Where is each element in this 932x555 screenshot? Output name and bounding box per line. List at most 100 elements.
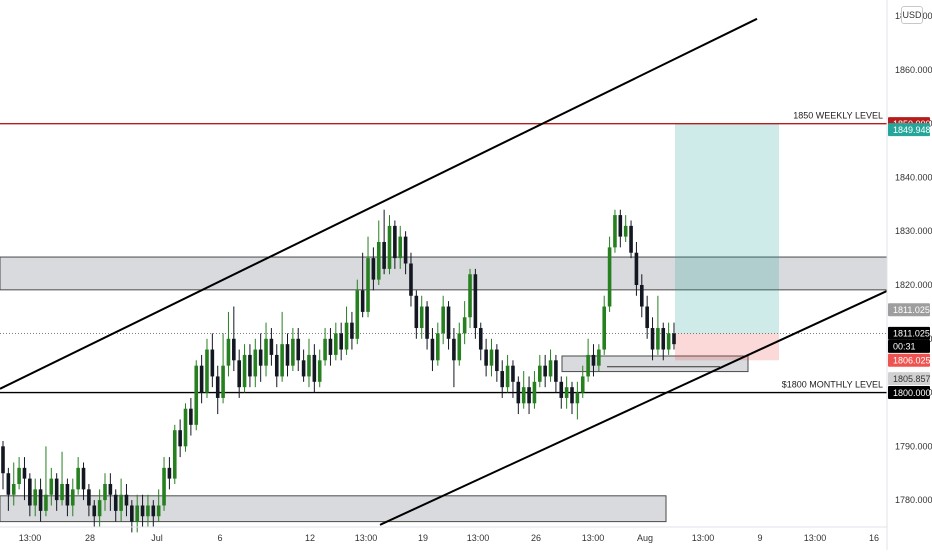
x-tick-label: 13:00 — [355, 533, 378, 543]
candle-body — [130, 505, 134, 522]
candle-body — [436, 333, 440, 361]
upper-resistance-zone — [0, 256, 888, 291]
candle-body — [387, 225, 392, 269]
price-tag-text: 1811.025 — [893, 329, 930, 339]
price-axis[interactable]: 1870.0001860.0001850.0001840.0001830.000… — [895, 11, 932, 505]
candle-body — [489, 349, 494, 366]
y-tick-label: 1820.000 — [895, 280, 932, 290]
price-tag-box — [888, 339, 930, 353]
candle-body — [38, 489, 43, 511]
candle-body — [178, 430, 182, 447]
candle-body — [242, 354, 247, 388]
position-target-area — [675, 123, 779, 334]
lower-demand-zone — [0, 495, 667, 523]
candle-body — [398, 236, 403, 259]
currency-button[interactable]: USD — [901, 6, 923, 24]
candle-body — [172, 430, 177, 479]
candle-body — [317, 360, 322, 382]
price-tag-box — [888, 386, 930, 400]
candle-body — [360, 290, 365, 312]
candle-body — [538, 365, 542, 382]
candle-body — [597, 349, 601, 366]
candle-body — [623, 225, 628, 237]
candle-body — [269, 338, 274, 355]
plot-background — [0, 0, 887, 527]
candle-body — [666, 333, 671, 350]
price-tag-text: 1849.948 — [893, 125, 931, 135]
y-tick-label: 1830.000 — [895, 226, 932, 236]
candle-body — [516, 381, 521, 404]
x-tick-label: 13:00 — [582, 533, 605, 543]
candle-body — [60, 483, 64, 501]
candle-body — [334, 333, 338, 355]
candle-body — [661, 328, 666, 350]
candle-body — [564, 387, 569, 398]
candle-body — [441, 306, 445, 334]
candle-body — [92, 505, 97, 517]
candle-body — [419, 306, 424, 329]
price-tag-box — [888, 353, 930, 367]
mid-demand-zone — [561, 355, 749, 373]
candle-body — [205, 349, 209, 393]
y-tick-label: 1790.000 — [895, 441, 932, 451]
candle-body — [248, 354, 252, 377]
candle-body — [183, 408, 188, 447]
candle-body — [521, 387, 526, 404]
x-tick-label: 13:00 — [19, 533, 42, 543]
candle-body — [215, 376, 220, 398]
candle-body — [22, 467, 27, 479]
candle-body — [253, 349, 258, 377]
level-labels-layer: 1850 WEEKLY LEVEL $1800 MONTHLY LEVEL — [782, 111, 883, 390]
candle-body — [199, 365, 204, 393]
candle-body — [532, 381, 537, 404]
candle-body — [656, 328, 660, 350]
candle-body — [543, 365, 547, 377]
candle-body — [672, 333, 676, 345]
candle-body — [527, 387, 531, 404]
lines-layer — [0, 122, 887, 394]
candle-body — [226, 338, 231, 366]
level-label: $1800 MONTHLY LEVEL — [782, 380, 883, 390]
candle-body — [221, 365, 225, 398]
price-tag-box — [888, 326, 930, 340]
candle-body — [17, 467, 21, 484]
candle-body — [457, 333, 462, 361]
candle-body — [639, 285, 644, 307]
candle-body — [312, 354, 317, 382]
candles-layer — [1, 209, 676, 533]
position-stop-area — [675, 333, 779, 361]
candle-body — [446, 306, 451, 339]
price-tag-box — [888, 372, 930, 386]
candle-body — [452, 338, 456, 361]
x-tick-label: 12 — [305, 533, 315, 543]
candle-body — [618, 215, 623, 237]
candle-body — [580, 376, 585, 393]
time-axis[interactable]: 13:00 28 Jul 6 12 13:00 19 13:00 26 13:00 Aug 13:00… — [19, 533, 879, 543]
candle-body — [108, 483, 113, 495]
candle-body — [237, 360, 241, 388]
candle-body — [629, 225, 633, 253]
candle-body — [258, 349, 263, 366]
candle-body — [70, 489, 75, 506]
x-tick-label: Jul — [151, 533, 163, 543]
candle-body — [156, 505, 161, 517]
candle-body — [468, 274, 472, 318]
candle-body — [87, 489, 91, 506]
candle-body — [366, 258, 370, 312]
candle-body — [613, 215, 617, 248]
candle-body — [301, 360, 306, 377]
candle-body — [135, 505, 139, 522]
candle-body — [280, 344, 284, 377]
candle-body — [6, 473, 11, 495]
candle-body — [478, 328, 483, 350]
candle-body — [189, 408, 193, 425]
candle-body — [291, 338, 295, 366]
candle-body — [548, 360, 553, 377]
x-tick-label: 28 — [85, 533, 95, 543]
candle-body — [44, 494, 48, 511]
candle-body — [634, 252, 639, 286]
candle-body — [146, 505, 150, 517]
x-tick-label: 13:00 — [467, 533, 490, 543]
candle-body — [393, 225, 397, 259]
